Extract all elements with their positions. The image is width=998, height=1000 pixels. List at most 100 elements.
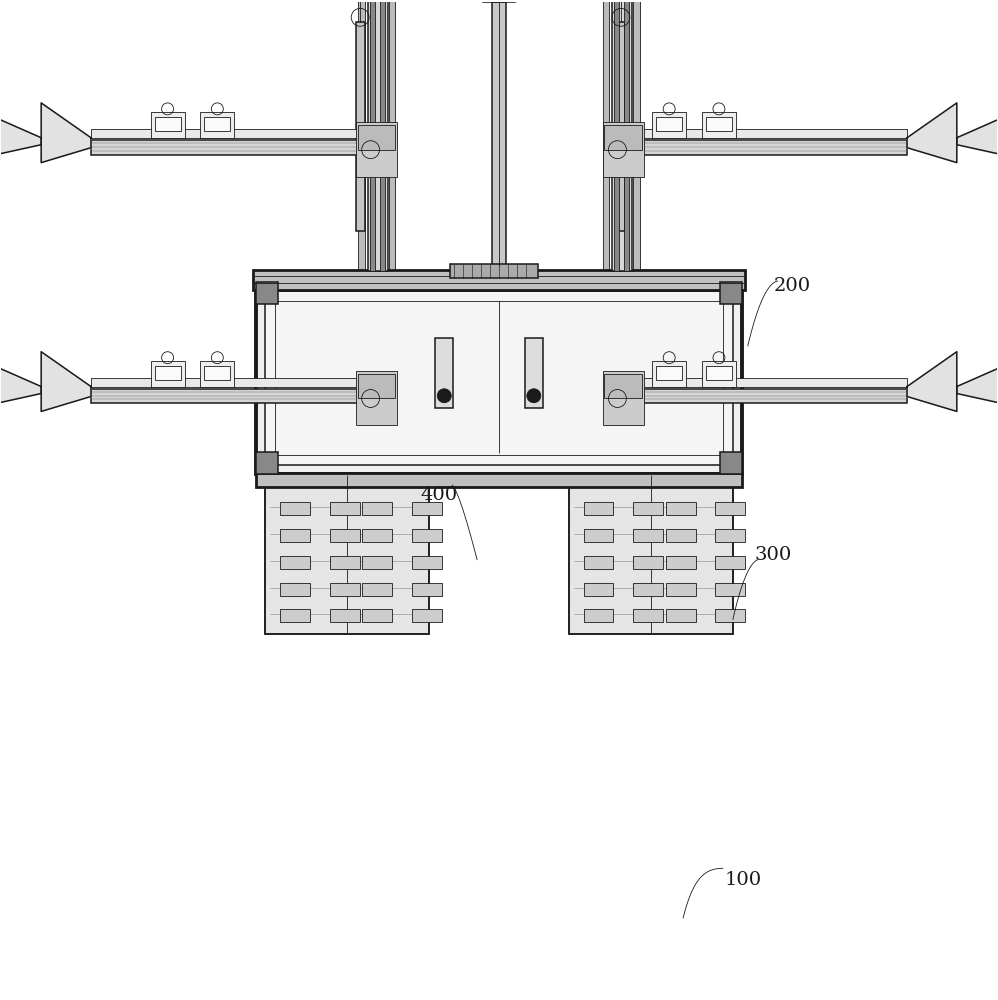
- Bar: [603, 122, 645, 177]
- Bar: [605, 374, 643, 398]
- Bar: [362, 529, 392, 542]
- Polygon shape: [0, 116, 41, 156]
- Bar: [362, 609, 392, 622]
- Bar: [569, 475, 733, 634]
- Bar: [201, 112, 235, 138]
- Bar: [155, 117, 181, 131]
- Bar: [603, 371, 645, 425]
- Bar: [369, 0, 374, 271]
- Bar: [280, 609, 310, 622]
- Circle shape: [527, 389, 541, 403]
- Bar: [666, 529, 696, 542]
- Bar: [613, 389, 907, 403]
- Bar: [584, 556, 614, 569]
- Bar: [265, 291, 733, 465]
- Bar: [91, 389, 385, 403]
- Bar: [613, 140, 907, 155]
- Bar: [205, 366, 231, 380]
- Bar: [357, 374, 395, 398]
- Bar: [666, 556, 696, 569]
- Bar: [706, 366, 732, 380]
- Bar: [412, 529, 442, 542]
- Bar: [657, 117, 682, 131]
- Bar: [653, 112, 686, 138]
- Bar: [355, 122, 397, 177]
- Bar: [613, 378, 907, 387]
- Bar: [720, 452, 742, 474]
- Bar: [666, 609, 696, 622]
- Bar: [329, 556, 359, 569]
- Bar: [91, 129, 385, 138]
- Bar: [362, 583, 392, 596]
- Bar: [706, 117, 732, 131]
- Bar: [91, 140, 385, 155]
- Bar: [388, 0, 395, 271]
- Bar: [256, 282, 742, 474]
- Bar: [151, 112, 185, 138]
- Bar: [329, 609, 359, 622]
- Bar: [435, 338, 453, 408]
- Bar: [329, 502, 359, 515]
- Bar: [256, 452, 278, 474]
- Bar: [634, 556, 664, 569]
- Polygon shape: [0, 365, 41, 404]
- Polygon shape: [41, 103, 91, 163]
- Text: 400: 400: [421, 486, 458, 504]
- Bar: [625, 0, 630, 271]
- Text: 200: 200: [774, 277, 811, 295]
- Bar: [275, 301, 723, 455]
- Bar: [613, 129, 907, 138]
- Bar: [634, 609, 664, 622]
- Bar: [615, 0, 620, 271]
- Polygon shape: [907, 103, 957, 163]
- Polygon shape: [907, 352, 957, 411]
- Bar: [569, 475, 733, 634]
- Bar: [329, 529, 359, 542]
- Bar: [450, 264, 538, 278]
- Bar: [603, 0, 610, 271]
- Bar: [720, 282, 742, 304]
- Bar: [280, 556, 310, 569]
- Bar: [412, 583, 442, 596]
- Bar: [379, 0, 384, 271]
- Bar: [362, 556, 392, 569]
- Bar: [653, 361, 686, 387]
- Bar: [355, 371, 397, 425]
- Bar: [666, 502, 696, 515]
- Bar: [256, 282, 278, 304]
- Bar: [280, 583, 310, 596]
- Bar: [155, 366, 181, 380]
- Polygon shape: [41, 352, 91, 411]
- Bar: [666, 583, 696, 596]
- Bar: [280, 529, 310, 542]
- Bar: [412, 556, 442, 569]
- Bar: [412, 609, 442, 622]
- Polygon shape: [957, 365, 998, 404]
- Bar: [716, 502, 746, 515]
- Bar: [355, 22, 364, 231]
- Bar: [357, 0, 364, 271]
- Bar: [265, 475, 429, 634]
- Text: 100: 100: [725, 871, 761, 889]
- Bar: [329, 583, 359, 596]
- Bar: [605, 125, 643, 150]
- Bar: [634, 0, 641, 271]
- Bar: [716, 609, 746, 622]
- Bar: [151, 361, 185, 387]
- Bar: [634, 529, 664, 542]
- Bar: [205, 117, 231, 131]
- Bar: [265, 475, 429, 634]
- Bar: [716, 556, 746, 569]
- Bar: [367, 0, 387, 271]
- Bar: [584, 609, 614, 622]
- Bar: [716, 583, 746, 596]
- Bar: [634, 502, 664, 515]
- Bar: [584, 502, 614, 515]
- Bar: [584, 529, 614, 542]
- Bar: [617, 22, 626, 231]
- Bar: [357, 125, 395, 150]
- Circle shape: [437, 389, 451, 403]
- Bar: [525, 338, 543, 408]
- Bar: [253, 270, 745, 290]
- Bar: [702, 112, 736, 138]
